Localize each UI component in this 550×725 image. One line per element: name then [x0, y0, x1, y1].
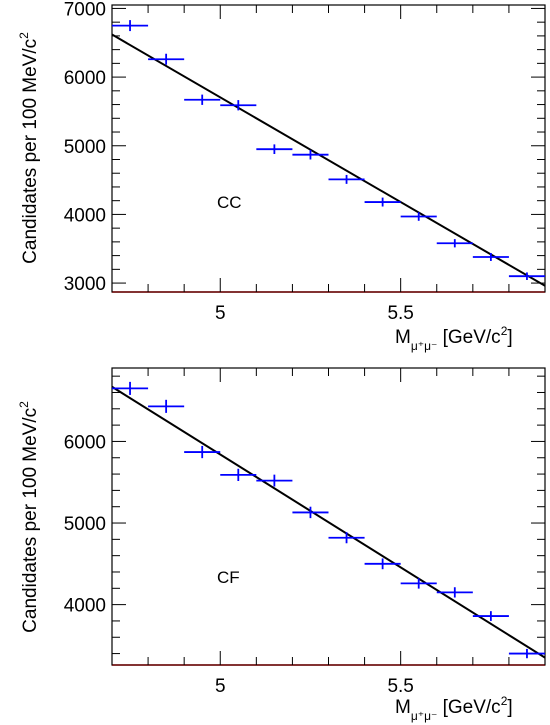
y-axis-title-main: Candidates per 100 MeV/c [20, 408, 41, 633]
panel-label: CF [217, 568, 240, 587]
data-point [256, 144, 293, 154]
data-point [184, 94, 221, 105]
data-point [292, 506, 329, 519]
data-point [472, 611, 509, 621]
y-tick-label: 3000 [64, 274, 106, 295]
panel-label: CC [217, 193, 242, 212]
data-point [112, 381, 149, 395]
data-point [436, 587, 473, 598]
y-axis-title: Candidates per 100 MeV/c2 [17, 401, 41, 633]
data-point [472, 253, 509, 261]
x-axis-title: Mμ⁺μ⁻ [GeV/c2] [395, 694, 513, 723]
fit-line [112, 385, 545, 659]
x-tick-label: 5 [215, 676, 226, 697]
x-axis-title-superscript: 2 [501, 694, 508, 708]
y-tick-label: 5000 [64, 137, 106, 158]
y-tick-label: 7000 [64, 0, 106, 20]
x-axis-title-main: M [395, 697, 411, 718]
data-point [508, 648, 545, 659]
data-point [364, 558, 401, 570]
data-point [256, 474, 293, 487]
data-point [400, 212, 437, 221]
data-point [112, 20, 149, 32]
y-tick-label: 4000 [64, 596, 106, 617]
x-axis-title: Mμ⁺μ⁻ [GeV/c2] [395, 324, 513, 353]
data-point [364, 197, 401, 207]
data-point [400, 578, 437, 589]
x-axis-title-unit: [GeV/c [437, 327, 500, 348]
y-tick-label: 4000 [64, 205, 106, 226]
data-point [220, 468, 257, 482]
y-tick-label: 6000 [64, 432, 106, 453]
y-tick-label: 6000 [64, 68, 106, 89]
y-axis-title-superscript: 2 [17, 32, 31, 39]
data-point [184, 445, 221, 459]
x-tick-label: 5.5 [387, 676, 413, 697]
data-point [148, 399, 185, 413]
x-axis-title-unit: [GeV/c [437, 697, 500, 718]
y-axis-title-superscript: 2 [17, 401, 31, 408]
data-point [292, 149, 329, 160]
x-axis-title-main: M [395, 327, 411, 348]
x-axis-title-superscript: 2 [501, 324, 508, 338]
y-axis-title: Candidates per 100 MeV/c2 [17, 32, 41, 264]
y-axis-title-main: Candidates per 100 MeV/c [20, 39, 41, 264]
x-axis-title-subscript: μ⁺μ⁻ [411, 709, 438, 723]
x-tick-label: 5 [215, 303, 226, 324]
x-axis-title-subscript: μ⁺μ⁻ [411, 339, 438, 353]
data-point [148, 53, 185, 65]
data-point [328, 174, 365, 184]
x-axis-title-unit-close: ] [507, 327, 512, 348]
x-tick-label: 5.5 [387, 303, 413, 324]
x-axis-title-unit-close: ] [507, 697, 512, 718]
data-point [220, 100, 257, 111]
data-point [328, 532, 365, 544]
plot-area [112, 381, 545, 659]
data-point [436, 239, 473, 248]
data-point [508, 272, 545, 280]
y-tick-label: 5000 [64, 514, 106, 535]
plot-area [112, 20, 545, 287]
